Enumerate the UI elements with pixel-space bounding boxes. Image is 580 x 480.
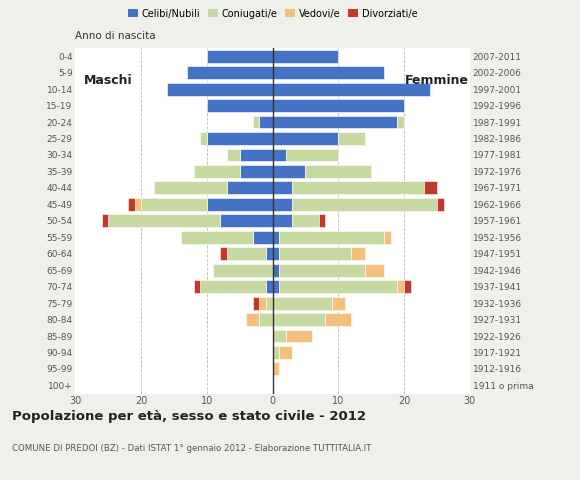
Text: Femmine: Femmine xyxy=(405,74,469,87)
Bar xyxy=(397,280,404,293)
Bar xyxy=(200,132,207,145)
Bar xyxy=(273,66,385,79)
Bar xyxy=(154,181,227,194)
Bar xyxy=(273,297,332,310)
Bar xyxy=(318,215,325,227)
Bar xyxy=(273,198,292,211)
Bar xyxy=(135,198,141,211)
Bar xyxy=(108,215,220,227)
Bar xyxy=(273,362,279,375)
Bar xyxy=(227,247,266,260)
Bar xyxy=(207,198,273,211)
Bar xyxy=(273,280,279,293)
Bar xyxy=(279,346,292,359)
Bar xyxy=(325,313,351,326)
Bar xyxy=(273,264,279,276)
Bar xyxy=(259,313,273,326)
Bar xyxy=(365,264,385,276)
Bar xyxy=(286,330,312,342)
Bar xyxy=(102,215,108,227)
Bar xyxy=(259,116,273,129)
Bar xyxy=(273,50,338,63)
Bar xyxy=(240,148,273,161)
Bar xyxy=(207,99,273,112)
Bar xyxy=(332,297,345,310)
Bar xyxy=(273,181,292,194)
Bar xyxy=(213,264,273,276)
Bar xyxy=(253,231,273,244)
Bar xyxy=(240,165,273,178)
Bar xyxy=(141,198,207,211)
Bar xyxy=(351,247,365,260)
Text: COMUNE DI PREDOI (BZ) - Dati ISTAT 1° gennaio 2012 - Elaborazione TUTTITALIA.IT: COMUNE DI PREDOI (BZ) - Dati ISTAT 1° ge… xyxy=(12,444,371,453)
Bar xyxy=(279,231,385,244)
Bar xyxy=(279,264,365,276)
Bar xyxy=(207,50,273,63)
Bar xyxy=(273,99,404,112)
Bar xyxy=(187,66,273,79)
Bar xyxy=(397,116,404,129)
Text: Anno di nascita: Anno di nascita xyxy=(75,31,156,41)
Legend: Celibi/Nubili, Coniugati/e, Vedovi/e, Divorziati/e: Celibi/Nubili, Coniugati/e, Vedovi/e, Di… xyxy=(124,5,421,23)
Bar xyxy=(246,313,259,326)
Bar xyxy=(273,231,279,244)
Bar xyxy=(292,198,437,211)
Bar xyxy=(180,231,253,244)
Bar xyxy=(437,198,444,211)
Bar xyxy=(273,116,397,129)
Bar xyxy=(168,83,273,96)
Bar xyxy=(279,280,397,293)
Bar xyxy=(273,83,430,96)
Bar xyxy=(227,181,273,194)
Bar xyxy=(128,198,135,211)
Bar xyxy=(404,280,411,293)
Bar xyxy=(220,215,273,227)
Bar xyxy=(266,280,273,293)
Bar xyxy=(253,116,259,129)
Bar xyxy=(259,297,266,310)
Bar xyxy=(279,247,351,260)
Bar xyxy=(200,280,266,293)
Bar xyxy=(273,215,292,227)
Bar xyxy=(194,280,200,293)
Bar xyxy=(306,165,371,178)
Bar xyxy=(338,132,365,145)
Bar xyxy=(266,247,273,260)
Bar xyxy=(227,148,240,161)
Bar xyxy=(273,313,325,326)
Bar xyxy=(194,165,240,178)
Bar xyxy=(220,247,227,260)
Bar xyxy=(424,181,437,194)
Bar xyxy=(273,132,338,145)
Bar xyxy=(273,148,286,161)
Bar xyxy=(273,247,279,260)
Bar xyxy=(292,215,318,227)
Bar xyxy=(273,346,279,359)
Text: Popolazione per età, sesso e stato civile - 2012: Popolazione per età, sesso e stato civil… xyxy=(12,410,365,423)
Bar xyxy=(253,297,259,310)
Bar xyxy=(273,330,286,342)
Bar xyxy=(266,297,273,310)
Bar xyxy=(273,165,306,178)
Text: Maschi: Maschi xyxy=(84,74,133,87)
Bar xyxy=(385,231,391,244)
Bar xyxy=(207,132,273,145)
Bar xyxy=(286,148,338,161)
Bar xyxy=(292,181,424,194)
